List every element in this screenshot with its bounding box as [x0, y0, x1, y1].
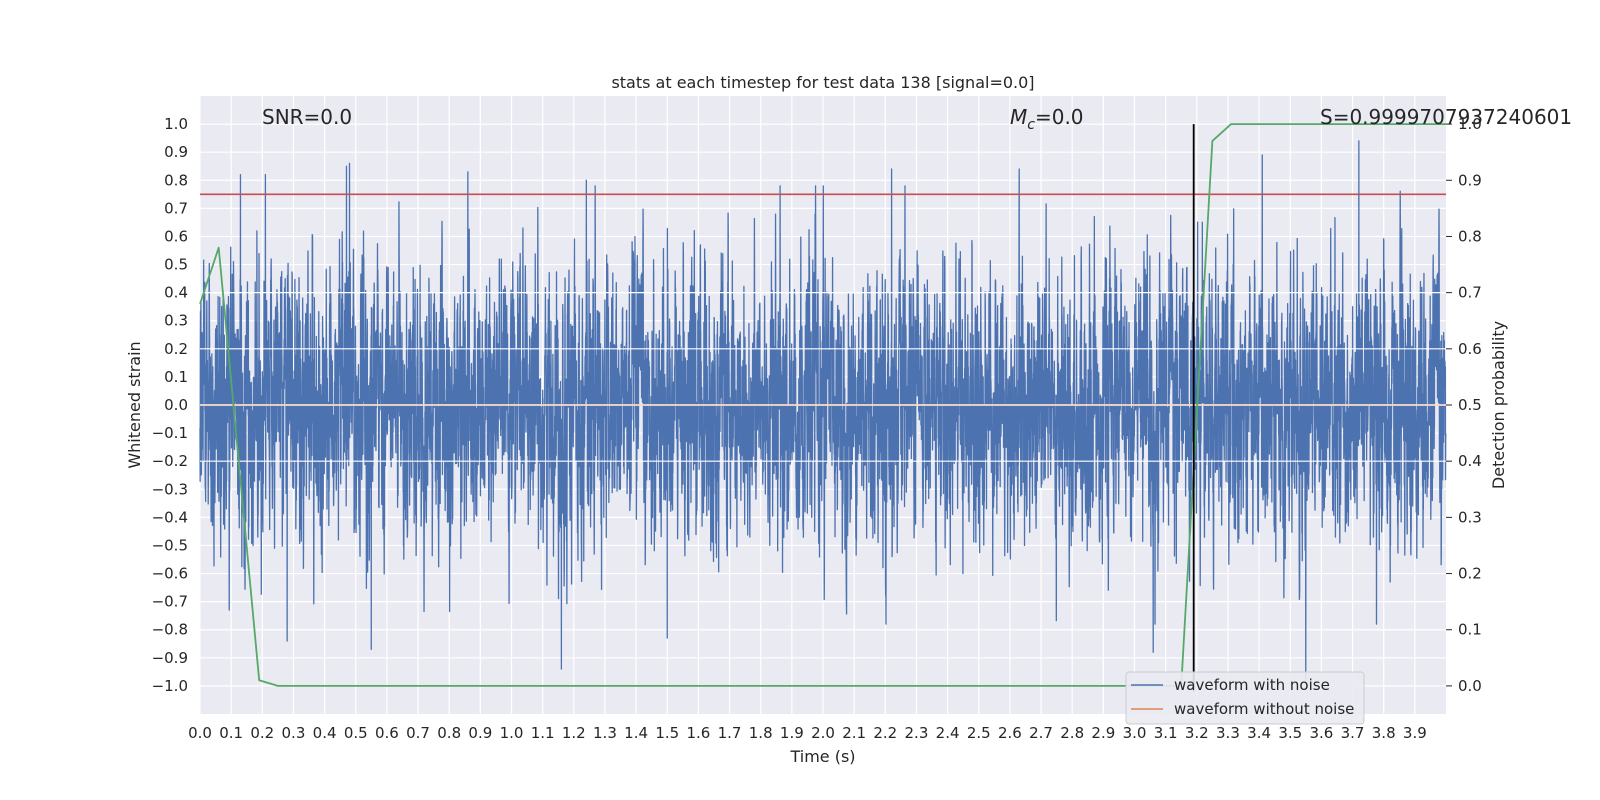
- mc-value: =0.0: [1035, 105, 1084, 129]
- y2-tick-label: 0.5: [1458, 396, 1482, 414]
- x-tick-label: 3.6: [1309, 724, 1333, 742]
- y-tick-label: −0.6: [152, 565, 188, 583]
- x-tick-label: 0.0: [188, 724, 212, 742]
- x-tick-label: 0.7: [406, 724, 430, 742]
- mc-symbol: M: [1010, 105, 1027, 129]
- y-tick-label: 0.7: [164, 199, 188, 217]
- x-tick-label: 1.8: [749, 724, 773, 742]
- x-tick-label: 1.1: [531, 724, 555, 742]
- y2-tick-labels: 1.0 0.9 0.8 0.7 0.6 0.5 0.4 0.3 0.2 0.1 0.0: [1446, 115, 1482, 695]
- series-waveform-with-noise: [199, 140, 1447, 681]
- x-tick-label: 3.4: [1247, 724, 1271, 742]
- y-tick-label: 0.5: [164, 256, 188, 274]
- y2-gridlines: [200, 292, 1446, 462]
- y2-tick-label: 0.0: [1458, 677, 1482, 695]
- mc-subscript: c: [1027, 117, 1035, 133]
- legend-box: [1125, 671, 1365, 725]
- x-tick-label: 3.9: [1403, 724, 1427, 742]
- y2-tick-label: 0.6: [1458, 340, 1482, 358]
- y-tick-label: 0.1: [164, 368, 188, 386]
- series-detection-probability: [199, 123, 1446, 687]
- x-tick-label: 3.1: [1154, 724, 1178, 742]
- x-tick-labels: 0.0 0.1 0.2 0.3 0.4 0.5 0.6 0.7 0.8 0.9 1.0 1.1 1.2 1…: [188, 724, 1427, 742]
- x-tick-label: 2.6: [998, 724, 1022, 742]
- x-tick-label: 0.5: [344, 724, 368, 742]
- x-tick-label: 3.0: [1123, 724, 1147, 742]
- x-tick-label: 0.2: [250, 724, 274, 742]
- legend-label-noise: waveform with noise: [1174, 676, 1330, 694]
- x-tick-label: 0.6: [375, 724, 399, 742]
- y-tick-label: 0.0: [164, 396, 188, 414]
- x-axis-label: Time (s): [789, 747, 855, 766]
- y2-tick-label: 0.9: [1458, 171, 1482, 189]
- x-tick-label: 2.8: [1060, 724, 1084, 742]
- x-tick-label: 3.5: [1278, 724, 1302, 742]
- legend-label-clean: waveform without noise: [1174, 700, 1354, 718]
- y2-tick-label: 0.2: [1458, 565, 1482, 583]
- y-tick-label: 0.3: [164, 312, 188, 330]
- x-tick-label: 0.4: [313, 724, 337, 742]
- x-tick-label: 0.1: [219, 724, 243, 742]
- x-tick-label: 1.3: [593, 724, 617, 742]
- y-tick-label: 0.8: [164, 171, 188, 189]
- y-tick-label: 0.4: [164, 284, 188, 302]
- legend: waveform with noise waveform without noi…: [1125, 671, 1365, 725]
- y-tick-label: −0.7: [152, 593, 188, 611]
- y2-tick-label: 0.8: [1458, 227, 1482, 245]
- y-tick-label: −0.1: [152, 424, 188, 442]
- y-tick-label: −0.4: [152, 508, 188, 526]
- y-tick-label: −0.5: [152, 536, 188, 554]
- x-tick-label: 2.0: [811, 724, 835, 742]
- x-tick-label: 1.6: [686, 724, 710, 742]
- y-axis-label: Whitened strain: [125, 341, 144, 468]
- s-annotation: S=0.9999707937240601: [1320, 105, 1572, 129]
- x-tick-label: 2.2: [873, 724, 897, 742]
- y-tick-label: −1.0: [152, 677, 188, 695]
- y-tick-label: −0.2: [152, 452, 188, 470]
- x-tick-label: 3.8: [1372, 724, 1396, 742]
- x-tick-label: 1.2: [562, 724, 586, 742]
- x-tick-label: 2.7: [1029, 724, 1053, 742]
- y-tick-label: −0.9: [152, 649, 188, 667]
- mc-annotation: Mc=0.0: [1010, 105, 1084, 133]
- y-tick-labels: 1.0 0.9 0.8 0.7 0.6 0.5 0.4 0.3 0.2 0.1 0.0 −0.1 −0.…: [152, 115, 188, 695]
- y2-axis-label: Detection probability: [1489, 321, 1508, 489]
- snr-annotation: SNR=0.0: [262, 105, 352, 129]
- x-tick-label: 1.0: [500, 724, 524, 742]
- x-tick-label: 0.3: [282, 724, 306, 742]
- y-tick-label: 1.0: [164, 115, 188, 133]
- x-tick-label: 3.3: [1216, 724, 1240, 742]
- noise-waveform-line: [199, 140, 1447, 681]
- x-tick-label: 0.9: [468, 724, 492, 742]
- y2-tick-label: 1.0: [1458, 115, 1482, 133]
- x-tick-label: 2.5: [967, 724, 991, 742]
- y-tick-label: 0.9: [164, 143, 188, 161]
- x-tick-label: 2.1: [842, 724, 866, 742]
- x-tick-label: 0.8: [437, 724, 461, 742]
- y-tick-label: −0.8: [152, 621, 188, 639]
- x-tick-label: 2.4: [936, 724, 960, 742]
- x-tick-label: 2.9: [1091, 724, 1115, 742]
- x-tick-label: 1.4: [624, 724, 648, 742]
- y2-tick-label: 0.7: [1458, 284, 1482, 302]
- y-tick-label: −0.3: [152, 480, 188, 498]
- x-tick-label: 1.7: [718, 724, 742, 742]
- y-tick-label: 0.6: [164, 227, 188, 245]
- x-tick-label: 1.5: [655, 724, 679, 742]
- chart-title: stats at each timestep for test data 138…: [611, 73, 1034, 92]
- y2-tick-label: 0.4: [1458, 452, 1482, 470]
- x-tick-label: 3.2: [1185, 724, 1209, 742]
- x-tick-label: 3.7: [1341, 724, 1365, 742]
- y2-tick-label: 0.3: [1458, 508, 1482, 526]
- probability-line: [199, 123, 1446, 687]
- x-tick-label: 2.3: [905, 724, 929, 742]
- y2-tick-label: 0.1: [1458, 621, 1482, 639]
- x-tick-label: 1.9: [780, 724, 804, 742]
- y-tick-label: 0.2: [164, 340, 188, 358]
